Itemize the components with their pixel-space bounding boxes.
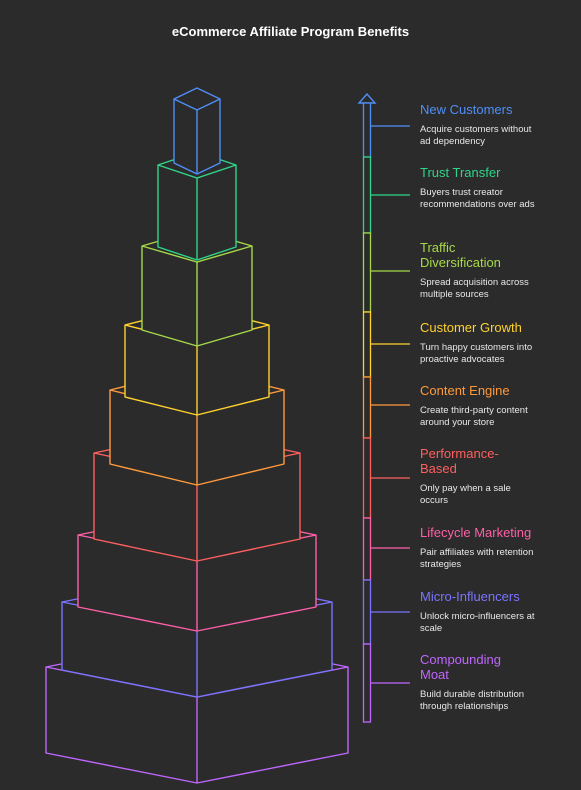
pyramid-block-1 bbox=[173, 87, 221, 175]
level-5: Content Engine Create third-party content… bbox=[420, 383, 570, 429]
pyramid-block-2 bbox=[157, 151, 237, 261]
level-8: Micro-Influencers Unlock micro-influencer… bbox=[420, 589, 570, 635]
level-title: Content Engine bbox=[420, 383, 510, 398]
level-3: Traffic Diversification Spread acquisitio… bbox=[420, 240, 570, 301]
level-7: Lifecycle Marketing Pair affiliates with … bbox=[420, 525, 570, 571]
level-description: Acquire customers without ad dependency bbox=[420, 124, 532, 147]
arrow-segment-9 bbox=[362, 643, 372, 723]
arrow-segment-7 bbox=[362, 517, 372, 581]
level-title: Lifecycle Marketing bbox=[420, 525, 532, 540]
level-description: Create third-party content around your s… bbox=[420, 405, 528, 428]
level-title: Micro-Influencers bbox=[420, 589, 520, 604]
level-2: Trust Transfer Buyers trust creator recom… bbox=[420, 165, 570, 211]
level-description: Buyers trust creator recommendations ove… bbox=[420, 187, 535, 210]
arrow-segment-4 bbox=[362, 311, 372, 378]
arrow-segment-3 bbox=[362, 232, 372, 313]
level-1: New Customers Acquire customers without a… bbox=[420, 102, 570, 148]
page-title: eCommerce Affiliate Program Benefits bbox=[171, 24, 410, 39]
level-9: Compounding Moat Build durable distributi… bbox=[420, 652, 570, 713]
arrow-bar bbox=[357, 92, 410, 723]
level-title: Trust Transfer bbox=[420, 165, 501, 180]
arrow-segment-1 bbox=[362, 102, 372, 158]
pyramid-block-3 bbox=[141, 229, 253, 347]
level-description: Pair affiliates with retention strategie… bbox=[420, 547, 534, 570]
level-description: Only pay when a sale occurs bbox=[420, 483, 511, 506]
level-title: Performance-Based bbox=[420, 446, 499, 476]
arrow-segment-2 bbox=[362, 156, 372, 234]
level-4: Customer Growth Turn happy customers into… bbox=[420, 320, 570, 366]
level-description: Build durable distribution through relat… bbox=[420, 689, 525, 712]
arrow-segment-6 bbox=[362, 437, 372, 519]
level-title: Customer Growth bbox=[420, 320, 522, 335]
level-6: Performance-Based Only pay when a sale oc… bbox=[420, 446, 570, 507]
level-description: Turn happy customers into proactive advo… bbox=[420, 342, 533, 365]
arrow-up-icon bbox=[357, 92, 377, 104]
level-description: Unlock micro-influencers at scale bbox=[420, 611, 535, 634]
level-title: Traffic Diversification bbox=[420, 240, 501, 270]
arrow-segment-5 bbox=[362, 376, 372, 439]
arrow-segment-8 bbox=[362, 579, 372, 645]
level-description: Spread acquisition across multiple sourc… bbox=[420, 277, 529, 300]
level-title: Compounding Moat bbox=[420, 652, 501, 682]
level-title: New Customers bbox=[420, 102, 513, 117]
